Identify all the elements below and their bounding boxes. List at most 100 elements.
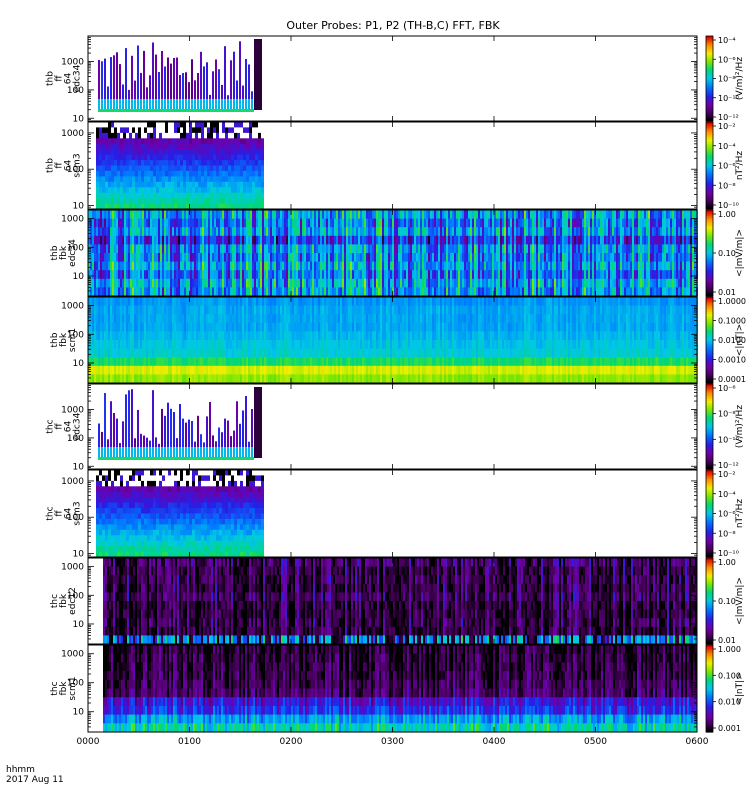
y-tick-label: 10 [73, 708, 85, 718]
footer-time-label: hhmm [6, 765, 35, 775]
colorbar-tick-label: 10⁻⁸ [718, 529, 736, 538]
y-axis: 10 100 1000 [61, 209, 697, 297]
spectrogram-panel-6: 10 100 1000 thc ff 64 scm3 10⁻² 10⁻⁴ 10⁻⁶ 10⁻⁸ 10⁻¹… [46, 469, 745, 560]
colorbar-tick-label: 0.100 [718, 671, 741, 680]
ylabel-line: thc [46, 506, 56, 520]
colorbar-tick-label: 10⁻⁶ [718, 510, 736, 519]
y-tick-label: 100 [67, 513, 84, 523]
x-tick-label: 0500 [584, 737, 607, 747]
ylabel-line: 64 [64, 421, 74, 433]
y-tick-label: 10 [73, 620, 85, 630]
colorbar-tick-label: 10⁻⁶ [718, 162, 736, 171]
y-tick-label: 1000 [61, 302, 84, 312]
colorbar: 1.00 0.10 0.01 <|mV/m|> [705, 209, 745, 297]
ylabel-line: ff [55, 423, 65, 430]
colorbar: 10⁻² 10⁻⁴ 10⁻⁶ 10⁻⁸ 10⁻¹⁰ nT²/Hz [705, 121, 745, 210]
y-tick-label: 1000 [61, 129, 84, 139]
colorbar-tick-label: 1.0000 [718, 297, 746, 306]
colorbar-tick-label: 10⁻¹² [718, 113, 739, 122]
y-tick-label: 10 [73, 462, 85, 472]
heatmap-cells [96, 122, 264, 210]
y-tick-label: 100 [67, 591, 84, 601]
footer-date-label: 2017 Aug 11 [6, 775, 64, 785]
ylabel-line: thb [46, 158, 56, 173]
spectrogram-panel-7: 10 100 1000 thc fbk edc12 1.00 0.10 0.01 <|mV/m|> [50, 557, 745, 645]
y-axis: 10 100 1000 [61, 644, 697, 733]
heatmap-cells [103, 558, 697, 645]
y-axis: 10 100 1000 [61, 35, 697, 124]
ylabel-line: fbk [59, 593, 69, 608]
ylabel-line: fbk [59, 332, 69, 347]
x-tick-label: 0200 [280, 737, 303, 747]
ylabel-line: scm1 [68, 676, 78, 700]
y-tick-label: 1000 [61, 563, 84, 573]
colorbar: 1.00 0.10 0.01 <|mV/m|> [705, 557, 745, 645]
panel-ylabel: thb fbk edc34 [50, 239, 78, 267]
colorbar-tick-label: 10⁻² [718, 470, 736, 479]
colorbar-tick-label: 0.10 [718, 249, 736, 258]
colorbar-tick-label: 0.1000 [718, 317, 746, 326]
colorbar-tick-label: 0.0100 [718, 336, 746, 345]
ylabel-line: thb [46, 71, 56, 86]
panel-ylabel: thc ff 64 edc34 [46, 412, 83, 440]
ylabel-line: scm3 [73, 153, 83, 177]
colorbar: 1.0000 0.1000 0.0100 0.0010 0.0001 <|nT|> [705, 296, 746, 384]
ylabel-line: edc34 [73, 412, 83, 440]
colorbar-tick-label: 10⁻¹⁰ [718, 94, 739, 103]
colorbar-tick-label: 1.00 [718, 210, 736, 219]
colorbar-tick-label: 1.000 [718, 645, 741, 654]
y-tick-label: 100 [67, 679, 84, 689]
colorbar-tick-label: 10⁻⁴ [718, 490, 736, 499]
panel-ylabel: thb ff 64 scm3 [46, 153, 83, 177]
colorbar-tick-label: 10⁻¹⁰ [718, 549, 739, 558]
panel-ylabel: thc ff 64 scm3 [46, 501, 83, 525]
colorbar-tick-label: 10⁻⁴ [718, 142, 736, 151]
colorbar-tick-label: 0.001 [718, 724, 741, 733]
colorbar: 10⁻⁴ 10⁻⁶ 10⁻⁸ 10⁻¹⁰ 10⁻¹² (V/m)²/Hz [705, 35, 745, 122]
colorbar-tick-label: 10⁻¹² [718, 461, 739, 470]
ylabel-line: fbk [59, 681, 69, 696]
colorbar-label: (V/m)²/Hz [735, 405, 745, 448]
heatmap-cells [103, 645, 697, 733]
ylabel-line: ff [55, 75, 65, 82]
colorbar-tick-label: 10⁻⁸ [718, 181, 736, 190]
x-tick-label: 0300 [381, 737, 404, 747]
ylabel-line: 64 [64, 73, 74, 85]
colorbar-label: <|nT|> [735, 672, 745, 704]
heatmap-cells [88, 297, 698, 384]
colorbar-tick-label: 10⁻¹⁰ [718, 435, 739, 444]
colorbar-tick-label: 10⁻⁶ [718, 384, 736, 393]
x-tick-label: 0400 [483, 737, 506, 747]
y-axis: 10 100 1000 [61, 296, 697, 384]
heatmap-cells [88, 210, 698, 297]
panel-ylabel: thc fbk scm1 [50, 676, 78, 700]
colorbar: 10⁻² 10⁻⁴ 10⁻⁶ 10⁻⁸ 10⁻¹⁰ nT²/Hz [705, 469, 745, 558]
y-tick-label: 100 [67, 86, 84, 96]
colorbar-label: <|mV/m|> [735, 229, 745, 277]
ylabel-line: edc34 [68, 239, 78, 267]
ylabel-line: 64 [64, 160, 74, 172]
colorbar-tick-label: 10⁻² [718, 122, 736, 131]
ylabel-line: edc34 [73, 64, 83, 92]
y-axis: 10 100 1000 [61, 469, 697, 560]
colorbar-tick-label: 10⁻¹⁰ [718, 201, 739, 210]
y-tick-label: 100 [67, 330, 84, 340]
colorbar-label: nT²/Hz [735, 151, 745, 181]
ylabel-line: thb [50, 332, 60, 347]
spectrogram-panel-8: 10 100 1000 thc fbk scm1 1.000 0.100 0.010 0.001 <… [50, 644, 745, 733]
heatmap-cells [98, 387, 262, 460]
colorbar: 10⁻⁶ 10⁻⁸ 10⁻¹⁰ 10⁻¹² (V/m)²/Hz [705, 383, 745, 470]
ylabel-line: thb [50, 245, 60, 260]
ylabel-line: 64 [64, 508, 74, 520]
y-tick-label: 100 [67, 243, 84, 253]
y-tick-label: 10 [73, 202, 85, 212]
x-tick-label: 0000 [77, 737, 100, 747]
spectrogram-panel-4: 10 100 1000 thb fbk scm1 1.0000 0.1000 0.0100 0.0… [50, 296, 746, 384]
ylabel-line: thc [46, 419, 56, 433]
heatmap-cells [96, 470, 264, 558]
y-tick-label: 100 [67, 165, 84, 175]
time-axis: 0000 0100 0200 0300 0400 0500 0600 [77, 36, 709, 747]
